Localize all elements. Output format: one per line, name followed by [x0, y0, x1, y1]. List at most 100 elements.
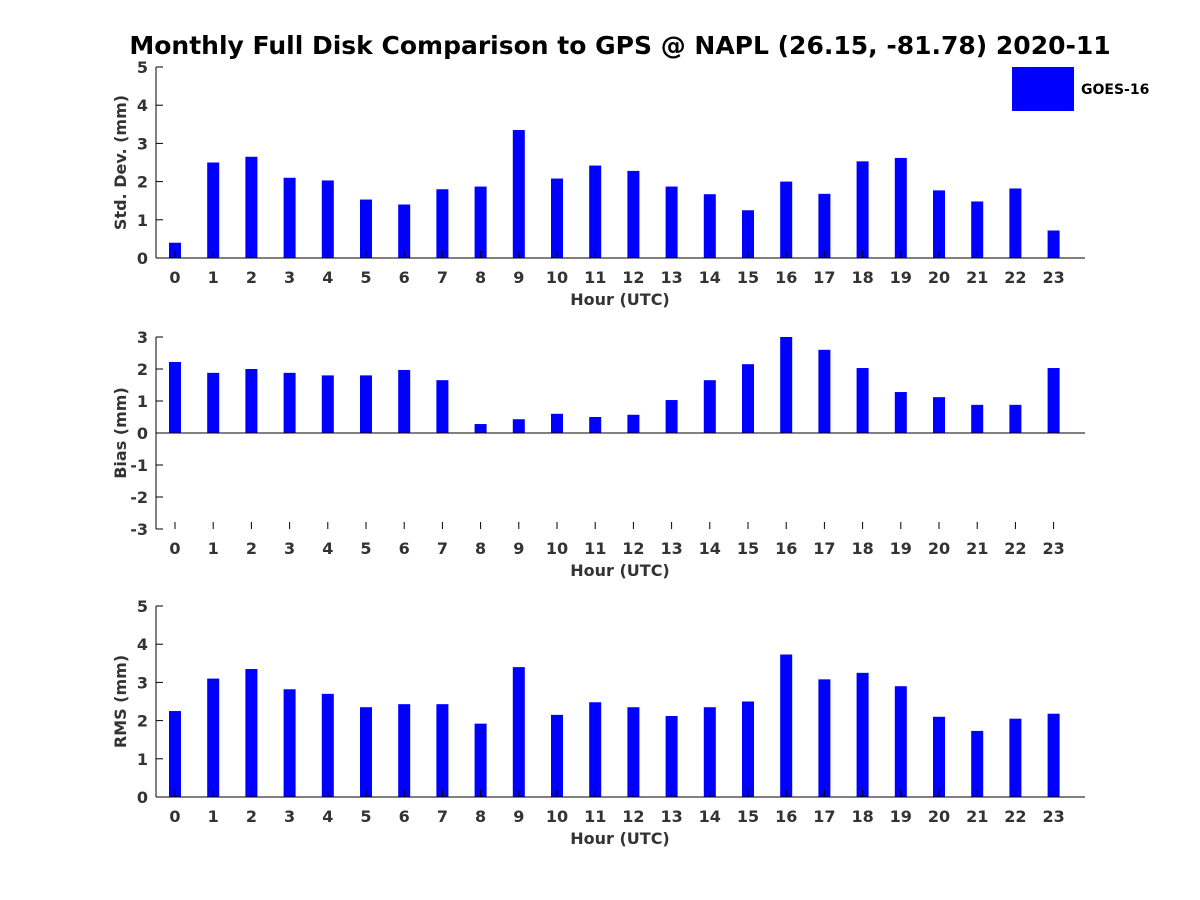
x-tick-label: 23 [1042, 268, 1064, 287]
bar-hour-4 [321, 375, 334, 433]
x-tick-label: 7 [437, 539, 448, 558]
y-axis-label: RMS (mm) [111, 655, 130, 748]
x-tick-label: 23 [1042, 539, 1064, 558]
bar-hour-23 [1047, 368, 1060, 433]
bar-hour-3 [283, 177, 296, 258]
y-axis-label: Bias (mm) [111, 387, 130, 479]
x-tick-label: 12 [622, 539, 644, 558]
y-tick-label: 2 [137, 173, 148, 192]
bar-hour-14 [703, 380, 716, 433]
y-tick-label: 5 [137, 597, 148, 616]
bar-hour-0 [169, 361, 181, 433]
bar-hour-23 [1047, 713, 1060, 797]
legend: GOES-16 [1012, 67, 1149, 111]
x-tick-label: 8 [475, 539, 486, 558]
x-tick-label: 17 [813, 539, 835, 558]
x-tick-label: 8 [475, 807, 486, 826]
x-tick-label: 4 [322, 268, 333, 287]
bar-hour-13 [665, 186, 678, 258]
bar-hour-12 [627, 707, 640, 797]
x-tick-label: 2 [246, 807, 257, 826]
x-tick-label: 20 [928, 268, 950, 287]
bar-hour-12 [627, 170, 640, 258]
bar-hour-16 [780, 181, 793, 258]
bar-hour-5 [360, 707, 372, 797]
y-axis-label: Std. Dev. (mm) [111, 95, 130, 230]
x-tick-label: 23 [1042, 807, 1064, 826]
x-tick-label: 16 [775, 539, 797, 558]
x-tick-label: 15 [737, 268, 759, 287]
x-tick-label: 2 [246, 539, 257, 558]
bar-hour-9 [512, 667, 525, 797]
bar-hour-2 [245, 669, 258, 797]
y-tick-label: 0 [137, 249, 148, 268]
x-tick-label: 5 [360, 268, 371, 287]
bar-hour-8 [474, 723, 487, 797]
x-tick-label: 2 [246, 268, 257, 287]
x-tick-label: 19 [890, 268, 912, 287]
bar-hour-19 [894, 686, 907, 797]
x-tick-label: 16 [775, 268, 797, 287]
x-tick-label: 22 [1004, 807, 1026, 826]
bar-hour-8 [474, 424, 487, 433]
bar-hour-22 [1009, 404, 1022, 433]
x-tick-label: 7 [437, 268, 448, 287]
bar-hour-1 [207, 162, 220, 258]
y-tick-label: -2 [130, 488, 148, 507]
bar-hour-4 [321, 693, 334, 797]
x-tick-label: 6 [399, 539, 410, 558]
bar-hour-13 [665, 716, 678, 797]
x-tick-label: 5 [360, 539, 371, 558]
x-tick-label: 17 [813, 807, 835, 826]
bar-hour-17 [818, 679, 831, 797]
x-tick-label: 22 [1004, 268, 1026, 287]
bar-hour-20 [933, 190, 945, 258]
x-tick-label: 5 [360, 807, 371, 826]
bar-hour-18 [856, 161, 869, 258]
x-tick-label: 9 [513, 539, 524, 558]
x-tick-label: 6 [399, 807, 410, 826]
x-tick-label: 20 [928, 807, 950, 826]
y-tick-label: 3 [137, 134, 148, 153]
bar-hour-10 [551, 714, 563, 797]
x-tick-label: 12 [622, 807, 644, 826]
x-tick-label: 1 [208, 807, 219, 826]
bar-hour-2 [245, 369, 258, 433]
bar-hour-20 [933, 397, 945, 433]
x-tick-label: 18 [851, 807, 873, 826]
legend-label: GOES-16 [1081, 82, 1149, 98]
x-tick-label: 10 [546, 539, 568, 558]
bar-hour-7 [436, 380, 449, 433]
x-tick-label: 21 [966, 268, 988, 287]
x-tick-label: 14 [699, 539, 721, 558]
x-tick-label: 4 [322, 807, 333, 826]
x-tick-label: 9 [513, 807, 524, 826]
bar-hour-11 [589, 417, 602, 433]
bar-hour-21 [971, 404, 984, 433]
y-tick-label: 1 [137, 392, 148, 411]
y-tick-label: 0 [137, 424, 148, 443]
bar-hour-23 [1047, 230, 1060, 258]
bar-hour-22 [1009, 188, 1022, 258]
y-tick-label: 3 [137, 328, 148, 347]
bar-hour-15 [742, 364, 754, 433]
x-tick-label: 19 [890, 539, 912, 558]
y-tick-label: 3 [137, 673, 148, 692]
x-tick-label: 14 [699, 268, 721, 287]
x-tick-label: 22 [1004, 539, 1026, 558]
x-tick-label: 8 [475, 268, 486, 287]
bar-hour-16 [780, 337, 793, 433]
x-axis-label: Hour (UTC) [570, 290, 670, 309]
bar-hour-14 [703, 194, 716, 258]
bar-hour-17 [818, 193, 831, 258]
bar-hour-1 [207, 678, 220, 797]
bar-hour-4 [321, 180, 334, 258]
bar-hour-0 [169, 242, 181, 258]
x-tick-label: 10 [546, 268, 568, 287]
bar-hour-22 [1009, 718, 1022, 797]
x-tick-label: 19 [890, 807, 912, 826]
x-tick-label: 10 [546, 807, 568, 826]
x-tick-label: 0 [169, 807, 180, 826]
